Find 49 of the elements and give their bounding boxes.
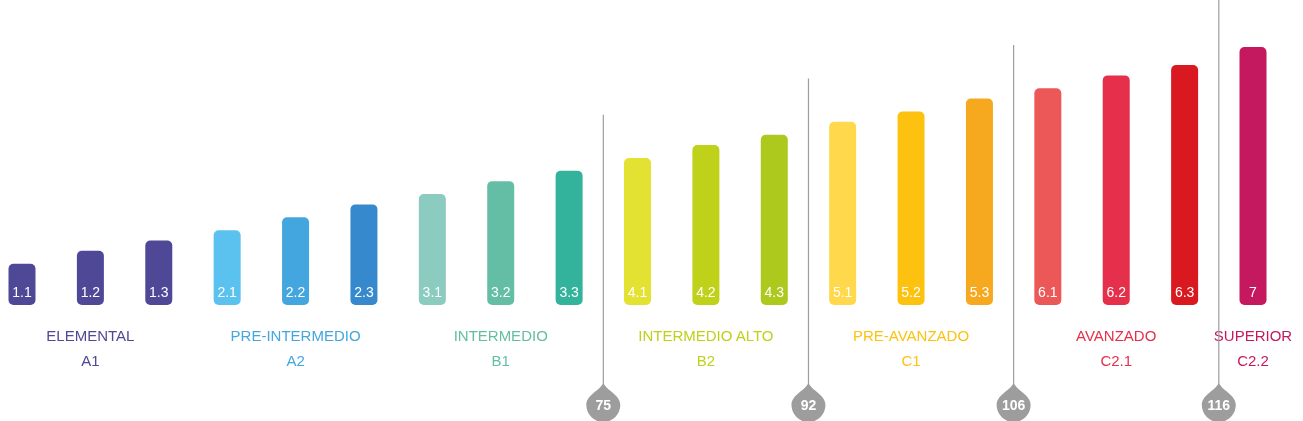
text: 106 [1001, 397, 1026, 413]
bar [1034, 88, 1062, 305]
x-tick-label: 3.3 [559, 284, 580, 300]
bar [760, 134, 788, 305]
x-tick-label: 4.1 [627, 284, 648, 300]
bar [282, 217, 310, 305]
text: ELEMENTAL A1 [46, 327, 135, 369]
bar [965, 98, 993, 305]
bar [897, 111, 925, 305]
x-tick-label: 1.3 [149, 284, 169, 300]
x-tick-label: 2.2 [285, 284, 306, 300]
bar [350, 204, 378, 305]
x-tick-label: 5.2 [901, 284, 921, 300]
x-tick-label: 3.2 [490, 284, 511, 300]
x-tick-label: 1.2 [80, 284, 101, 300]
x-tick-label: 5.1 [832, 284, 853, 300]
bar [555, 170, 583, 305]
bar [829, 121, 857, 305]
x-tick-label: 2.1 [217, 284, 238, 300]
x-tick-label: 6.1 [1038, 284, 1058, 300]
x-tick-label: 2.3 [354, 284, 374, 300]
x-tick-label: 3.1 [422, 284, 443, 300]
text: AVANZADO C2.1 [1076, 327, 1157, 369]
text: SUPERIOR C2.2 [1213, 327, 1293, 369]
bar [1102, 75, 1130, 305]
text: 92 [800, 397, 817, 413]
bar [487, 181, 515, 305]
bar [1171, 65, 1199, 305]
bar [1239, 47, 1267, 305]
text: PRE-INTERMEDIO A2 [230, 327, 361, 369]
x-tick-label: 4.2 [696, 284, 716, 300]
text: INTERMEDIO ALTO B2 [638, 327, 774, 369]
text: 75 [595, 397, 612, 413]
x-tick-label: 5.3 [969, 284, 990, 300]
x-tick-label: 1.1 [12, 284, 32, 300]
bar [145, 240, 173, 305]
text: 116 [1207, 397, 1231, 413]
bar [418, 194, 446, 305]
x-tick-label: 7 [1249, 284, 1258, 300]
bar [213, 230, 241, 305]
bar [8, 263, 36, 305]
bar [692, 145, 720, 305]
x-tick-label: 4.3 [764, 284, 785, 300]
bar [624, 157, 651, 305]
x-tick-label: 6.2 [1106, 284, 1127, 300]
bar [76, 250, 104, 305]
text: PRE-AVANZADO C1 [852, 327, 970, 369]
x-tick-label: 6.3 [1174, 284, 1195, 300]
text: INTERMEDIO B1 [453, 327, 548, 369]
